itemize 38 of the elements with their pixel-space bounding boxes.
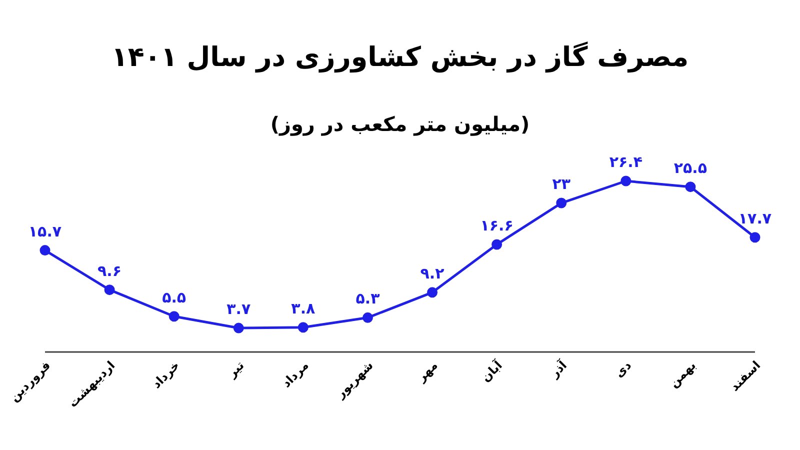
- point: [104, 284, 115, 296]
- point: [40, 245, 50, 256]
- point: [298, 322, 308, 333]
- x-tick-label: شهریور: [332, 358, 376, 402]
- x-tick-label: مهر: [414, 358, 440, 385]
- point: [685, 182, 696, 192]
- point: [233, 322, 244, 334]
- x-tick-label: اسفند: [728, 358, 764, 394]
- point: [556, 198, 567, 208]
- x-tick-label: اردیبهشت: [66, 358, 118, 410]
- point: [620, 176, 632, 186]
- data-label: ۱۵.۷: [28, 222, 62, 240]
- point: [168, 311, 180, 322]
- data-label: ۱۶.۶: [480, 216, 514, 234]
- data-label: ۵.۵: [162, 288, 186, 306]
- x-tick-label: تیر: [224, 358, 247, 381]
- data-label: ۳.۸: [291, 299, 316, 318]
- point: [362, 312, 373, 323]
- x-tick-label: خرداد: [149, 358, 182, 392]
- data-label: ۵.۳: [356, 290, 380, 308]
- x-tick-label: آبان: [478, 356, 506, 385]
- chart-title: مصرف گاز در بخش کشاورزی در سال ۱۴۰۱: [110, 42, 690, 73]
- data-label: ۲۶.۴: [609, 153, 642, 171]
- data-label: ۳.۷: [226, 300, 251, 318]
- x-tick-label: آذر: [546, 356, 570, 382]
- point: [427, 287, 438, 298]
- data-label: ۲۵.۵: [674, 158, 708, 177]
- data-label: ۲۳: [552, 175, 571, 194]
- data-label: ۱۷.۷: [738, 209, 772, 228]
- point: [492, 239, 502, 250]
- data-label: ۹.۲: [420, 264, 444, 282]
- x-tick-label: دی: [612, 358, 634, 380]
- chart-subtitle: (میلیون متر مکعب در روز): [269, 112, 531, 136]
- data-label: ۹.۶: [98, 262, 122, 280]
- point: [750, 232, 760, 243]
- x-tick-label: فروردین: [7, 358, 54, 404]
- x-tick-label: مرداد: [279, 358, 312, 390]
- x-tick-label: بهمن: [666, 358, 699, 390]
